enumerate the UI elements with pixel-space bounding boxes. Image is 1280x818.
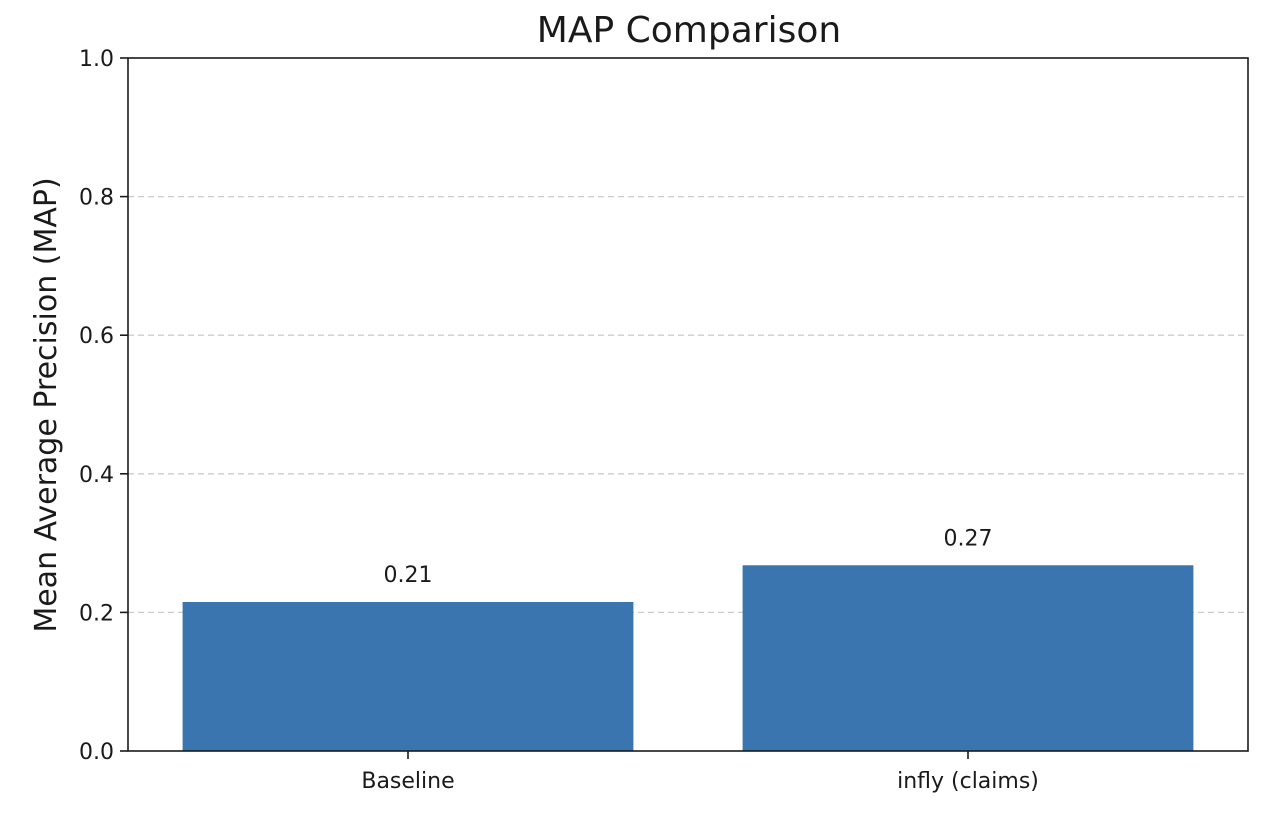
x-tick-label: infly (claims) bbox=[897, 769, 1039, 794]
bar-value-label: 0.27 bbox=[944, 526, 993, 551]
y-tick-label: 1.0 bbox=[79, 47, 114, 72]
gridlines bbox=[128, 197, 1248, 613]
y-tick-label: 0.4 bbox=[79, 463, 114, 488]
chart-title: MAP Comparison bbox=[537, 10, 841, 51]
y-tick-label: 0.2 bbox=[79, 601, 114, 626]
y-axis-ticks: 0.0 0.2 0.4 0.6 0.8 1.0 bbox=[79, 47, 128, 765]
bars bbox=[183, 565, 1194, 751]
bar bbox=[743, 565, 1194, 751]
y-axis-label: Mean Average Precision (MAP) bbox=[29, 177, 64, 632]
y-tick-label: 0.0 bbox=[79, 740, 114, 765]
y-tick-label: 0.8 bbox=[79, 186, 114, 211]
x-axis-ticks: Baseline infly (claims) bbox=[361, 751, 1039, 794]
bar-value-label: 0.21 bbox=[384, 563, 433, 588]
y-tick-label: 0.6 bbox=[79, 324, 114, 349]
x-tick-label: Baseline bbox=[361, 769, 454, 794]
bar bbox=[183, 602, 634, 751]
